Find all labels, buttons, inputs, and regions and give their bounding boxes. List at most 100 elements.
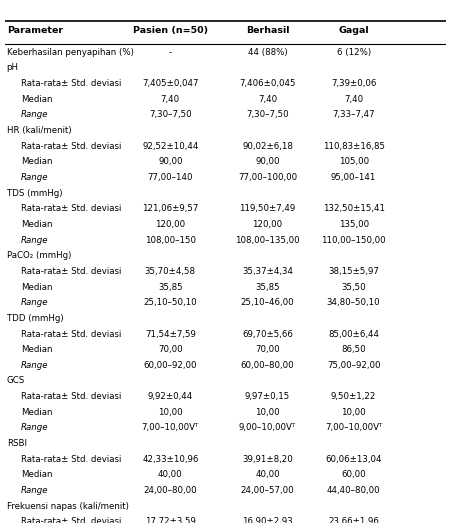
Text: 108,00–150: 108,00–150 — [145, 236, 196, 245]
Text: 17,72±3,59: 17,72±3,59 — [145, 517, 196, 523]
Text: 9,00–10,00Vᵀ: 9,00–10,00Vᵀ — [239, 424, 296, 433]
Text: RSBI: RSBI — [7, 439, 27, 448]
Text: 24,00–57,00: 24,00–57,00 — [241, 486, 295, 495]
Text: 7,30–7,50: 7,30–7,50 — [149, 110, 192, 119]
Text: 7,33–7,47: 7,33–7,47 — [332, 110, 375, 119]
Text: 60,00–92,00: 60,00–92,00 — [143, 361, 197, 370]
Text: 120,00: 120,00 — [155, 220, 185, 229]
Text: Rata-rata± Std. deviasi: Rata-rata± Std. deviasi — [21, 392, 121, 401]
Text: 35,85: 35,85 — [158, 282, 183, 291]
Text: 25,10–46,00: 25,10–46,00 — [241, 298, 295, 307]
Text: 60,00: 60,00 — [341, 470, 366, 480]
Text: 135,00: 135,00 — [339, 220, 369, 229]
Text: 119,50±7,49: 119,50±7,49 — [239, 204, 295, 213]
Text: 7,40: 7,40 — [344, 95, 363, 104]
Text: 85,00±6,44: 85,00±6,44 — [328, 329, 379, 338]
Text: Range: Range — [21, 424, 48, 433]
Text: Median: Median — [21, 220, 52, 229]
Text: Parameter: Parameter — [7, 27, 63, 36]
Text: 90,00: 90,00 — [255, 157, 280, 166]
Text: Rata-rata± Std. deviasi: Rata-rata± Std. deviasi — [21, 79, 121, 88]
Text: 7,00–10,00Vᵀ: 7,00–10,00Vᵀ — [325, 424, 382, 433]
Text: TDS (mmHg): TDS (mmHg) — [7, 189, 62, 198]
Text: 95,00–141: 95,00–141 — [331, 173, 377, 182]
Text: 75,00–92,00: 75,00–92,00 — [327, 361, 381, 370]
Text: Keberhasilan penyapihan (%): Keberhasilan penyapihan (%) — [7, 48, 133, 57]
Text: 90,00: 90,00 — [158, 157, 183, 166]
Text: 71,54±7,59: 71,54±7,59 — [145, 329, 196, 338]
Text: Range: Range — [21, 236, 48, 245]
Text: Gagal: Gagal — [338, 27, 369, 36]
Text: 7,40: 7,40 — [258, 95, 277, 104]
Text: 110,83±16,85: 110,83±16,85 — [322, 142, 385, 151]
Text: pH: pH — [7, 63, 19, 72]
Text: Berhasil: Berhasil — [246, 27, 289, 36]
Text: HR (kali/menit): HR (kali/menit) — [7, 126, 71, 135]
Text: 60,00–80,00: 60,00–80,00 — [241, 361, 295, 370]
Text: 35,50: 35,50 — [341, 282, 366, 291]
Text: 105,00: 105,00 — [339, 157, 369, 166]
Text: 121,06±9,57: 121,06±9,57 — [142, 204, 198, 213]
Text: 7,40: 7,40 — [161, 95, 180, 104]
Text: Pasien (n=50): Pasien (n=50) — [133, 27, 208, 36]
Text: Median: Median — [21, 470, 52, 480]
Text: 40,00: 40,00 — [255, 470, 280, 480]
Text: 34,80–50,10: 34,80–50,10 — [327, 298, 381, 307]
Text: 90,02±6,18: 90,02±6,18 — [242, 142, 293, 151]
Text: 60,06±13,04: 60,06±13,04 — [326, 455, 382, 464]
Text: Rata-rata± Std. deviasi: Rata-rata± Std. deviasi — [21, 517, 121, 523]
Text: 10,00: 10,00 — [341, 408, 366, 417]
Text: 25,10–50,10: 25,10–50,10 — [143, 298, 197, 307]
Text: 70,00: 70,00 — [158, 345, 183, 354]
Text: 16,90±2,93: 16,90±2,93 — [242, 517, 293, 523]
Text: 110,00–150,00: 110,00–150,00 — [322, 236, 386, 245]
Text: Rata-rata± Std. deviasi: Rata-rata± Std. deviasi — [21, 329, 121, 338]
Text: Range: Range — [21, 110, 48, 119]
Text: Rata-rata± Std. deviasi: Rata-rata± Std. deviasi — [21, 204, 121, 213]
Text: Range: Range — [21, 173, 48, 182]
Text: 35,37±4,34: 35,37±4,34 — [242, 267, 293, 276]
Text: 77,00–100,00: 77,00–100,00 — [238, 173, 297, 182]
Text: TDD (mmHg): TDD (mmHg) — [7, 314, 63, 323]
Text: 10,00: 10,00 — [255, 408, 280, 417]
Text: 108,00–135,00: 108,00–135,00 — [235, 236, 300, 245]
Text: 69,70±5,66: 69,70±5,66 — [242, 329, 293, 338]
Text: 44,40–80,00: 44,40–80,00 — [327, 486, 381, 495]
Text: 44 (88%): 44 (88%) — [248, 48, 287, 57]
Text: PaCO₂ (mmHg): PaCO₂ (mmHg) — [7, 251, 71, 260]
Text: 70,00: 70,00 — [255, 345, 280, 354]
Text: 7,00–10,00Vᵀ: 7,00–10,00Vᵀ — [142, 424, 199, 433]
Text: Rata-rata± Std. deviasi: Rata-rata± Std. deviasi — [21, 455, 121, 464]
Text: 7,39±0,06: 7,39±0,06 — [331, 79, 377, 88]
Text: Range: Range — [21, 361, 48, 370]
Text: 42,33±10,96: 42,33±10,96 — [142, 455, 198, 464]
Text: Median: Median — [21, 408, 52, 417]
Text: 9,50±1,22: 9,50±1,22 — [331, 392, 377, 401]
Text: Rata-rata± Std. deviasi: Rata-rata± Std. deviasi — [21, 267, 121, 276]
Text: 10,00: 10,00 — [158, 408, 183, 417]
Text: Range: Range — [21, 486, 48, 495]
Text: 86,50: 86,50 — [341, 345, 366, 354]
Text: 38,15±5,97: 38,15±5,97 — [328, 267, 379, 276]
Text: Range: Range — [21, 298, 48, 307]
Text: Rata-rata± Std. deviasi: Rata-rata± Std. deviasi — [21, 142, 121, 151]
Text: 23,66±1,96: 23,66±1,96 — [328, 517, 379, 523]
Text: 9,92±0,44: 9,92±0,44 — [147, 392, 193, 401]
Text: 39,91±8,20: 39,91±8,20 — [242, 455, 293, 464]
Text: 7,405±0,047: 7,405±0,047 — [142, 79, 198, 88]
Text: 40,00: 40,00 — [158, 470, 183, 480]
Text: 132,50±15,41: 132,50±15,41 — [322, 204, 385, 213]
Text: -: - — [169, 48, 172, 57]
Text: Frekuensi napas (kali/menit): Frekuensi napas (kali/menit) — [7, 502, 129, 511]
Text: 35,85: 35,85 — [255, 282, 280, 291]
Text: Median: Median — [21, 95, 52, 104]
Text: 7,406±0,045: 7,406±0,045 — [239, 79, 296, 88]
Text: GCS: GCS — [7, 377, 25, 385]
Text: 24,00–80,00: 24,00–80,00 — [143, 486, 197, 495]
Text: 7,30–7,50: 7,30–7,50 — [246, 110, 289, 119]
Text: Median: Median — [21, 282, 52, 291]
Text: 120,00: 120,00 — [253, 220, 282, 229]
Text: 35,70±4,58: 35,70±4,58 — [145, 267, 196, 276]
Text: Median: Median — [21, 345, 52, 354]
Text: 92,52±10,44: 92,52±10,44 — [142, 142, 198, 151]
